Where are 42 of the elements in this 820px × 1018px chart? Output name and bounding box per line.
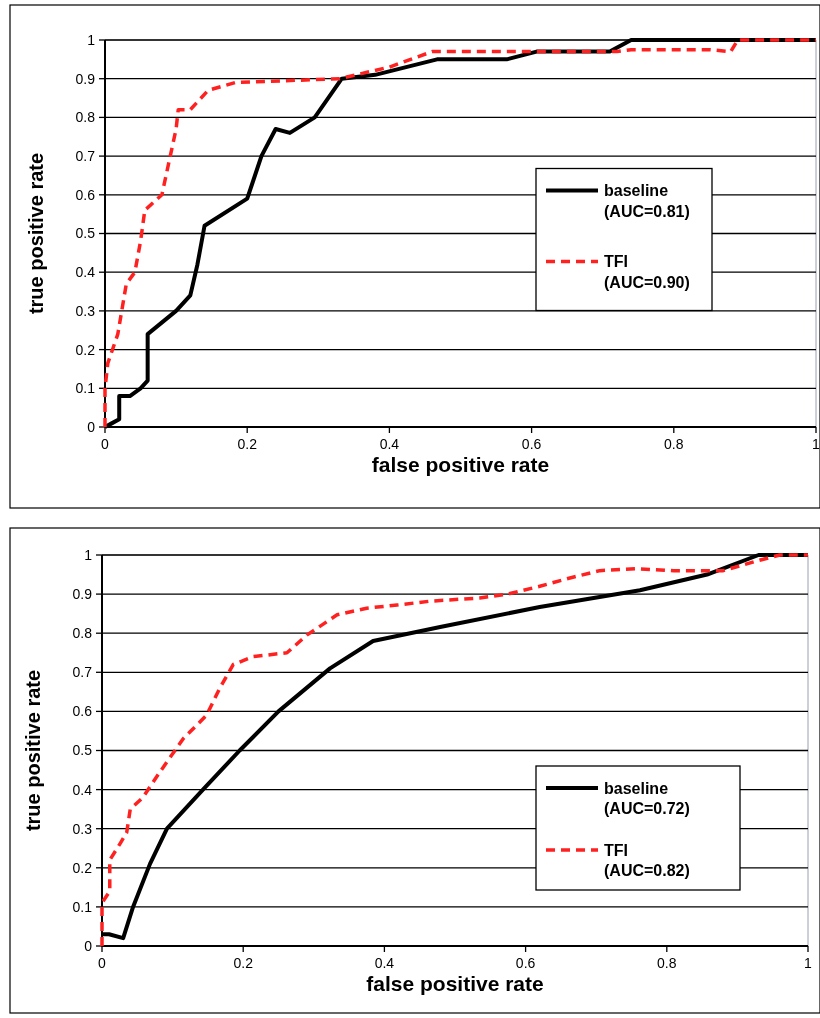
y-tick-label: 0.6: [75, 186, 96, 203]
x-tick-label: 0.6: [515, 955, 536, 971]
y-tick-label: 0.8: [75, 109, 96, 126]
x-tick-label: 0.8: [664, 436, 684, 452]
x-tick-label: 1: [804, 955, 813, 971]
y-tick-label: 0.1: [72, 898, 93, 915]
x-tick-label: 0.2: [233, 955, 254, 971]
y-tick-label: 0.7: [72, 664, 93, 681]
y-tick-label: 0.2: [72, 859, 93, 876]
y-tick-label: 0.5: [72, 742, 93, 759]
y-tick-label: 0.8: [72, 625, 93, 642]
y-tick-label: 0.9: [75, 70, 96, 87]
y-tick-label: 1: [87, 31, 96, 48]
y-tick-label: 0: [87, 418, 96, 435]
legend-label: baseline (AUC=0.81): [604, 182, 690, 220]
y-tick-label: 0.6: [72, 703, 93, 720]
y-tick-label: 0: [84, 937, 93, 954]
x-tick-label: 0.4: [379, 436, 400, 452]
x-axis-title: false positive rate: [371, 453, 550, 476]
y-tick-label: 0.3: [75, 302, 96, 319]
y-tick-label: 0.9: [72, 586, 93, 602]
x-tick-label: 1: [812, 436, 820, 452]
x-tick-label: 0.6: [521, 436, 542, 452]
y-tick-label: 0.4: [75, 264, 96, 281]
y-axis-title: true positive rate: [22, 669, 44, 832]
legend-label: TFI (AUC=0.82): [604, 841, 690, 880]
y-tick-label: 0.1: [75, 380, 96, 397]
y-tick-label: 1: [84, 546, 93, 563]
y-tick-label: 0.3: [72, 820, 93, 837]
x-axis-title: false positive rate: [366, 972, 544, 995]
y-axis-title: true positive rate: [25, 152, 47, 315]
y-tick-label: 0.2: [75, 341, 96, 358]
x-tick-label: 0: [101, 436, 110, 452]
x-tick-label: 0: [98, 955, 107, 971]
x-tick-label: 0.2: [237, 436, 258, 452]
y-tick-label: 0.7: [75, 148, 96, 164]
y-tick-label: 0.5: [75, 225, 96, 242]
x-tick-label: 0.4: [374, 955, 395, 971]
legend-label: TFI (AUC=0.90): [604, 253, 690, 291]
x-tick-label: 0.8: [657, 955, 677, 971]
legend-label: baseline (AUC=0.72): [604, 779, 690, 818]
y-tick-label: 0.4: [72, 781, 93, 798]
